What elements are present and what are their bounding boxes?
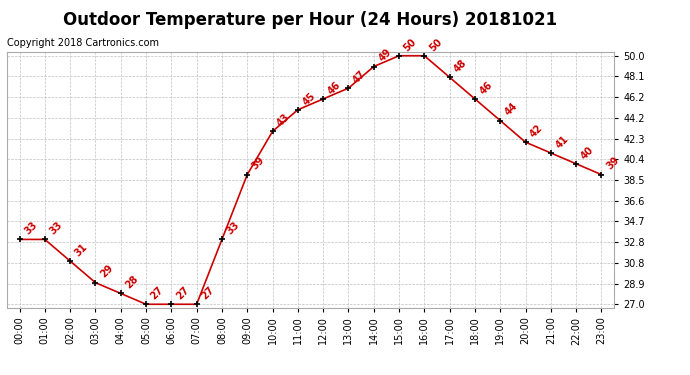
Text: Outdoor Temperature per Hour (24 Hours) 20181021: Outdoor Temperature per Hour (24 Hours) … bbox=[63, 11, 558, 29]
Text: 33: 33 bbox=[225, 220, 241, 237]
Text: 33: 33 bbox=[22, 220, 39, 237]
Text: 47: 47 bbox=[351, 69, 368, 86]
Text: 43: 43 bbox=[275, 112, 292, 129]
Text: 46: 46 bbox=[477, 80, 494, 96]
Text: 50: 50 bbox=[427, 36, 444, 53]
Text: 27: 27 bbox=[199, 285, 216, 302]
Text: 27: 27 bbox=[149, 285, 166, 302]
Text: Copyright 2018 Cartronics.com: Copyright 2018 Cartronics.com bbox=[7, 38, 159, 48]
Text: 48: 48 bbox=[453, 58, 469, 75]
Text: 41: 41 bbox=[553, 134, 570, 150]
Text: 31: 31 bbox=[73, 242, 90, 258]
Text: 42: 42 bbox=[529, 123, 545, 140]
Text: 46: 46 bbox=[326, 80, 342, 96]
Text: 49: 49 bbox=[377, 47, 393, 64]
Text: 39: 39 bbox=[250, 155, 266, 172]
Text: 45: 45 bbox=[301, 90, 317, 107]
Text: 29: 29 bbox=[98, 263, 115, 280]
Text: 27: 27 bbox=[174, 285, 190, 302]
Text: 50: 50 bbox=[402, 36, 418, 53]
Text: 28: 28 bbox=[124, 274, 140, 291]
Text: 39: 39 bbox=[604, 155, 621, 172]
Text: 33: 33 bbox=[48, 220, 64, 237]
Text: 44: 44 bbox=[503, 101, 520, 118]
Text: 40: 40 bbox=[579, 144, 595, 161]
